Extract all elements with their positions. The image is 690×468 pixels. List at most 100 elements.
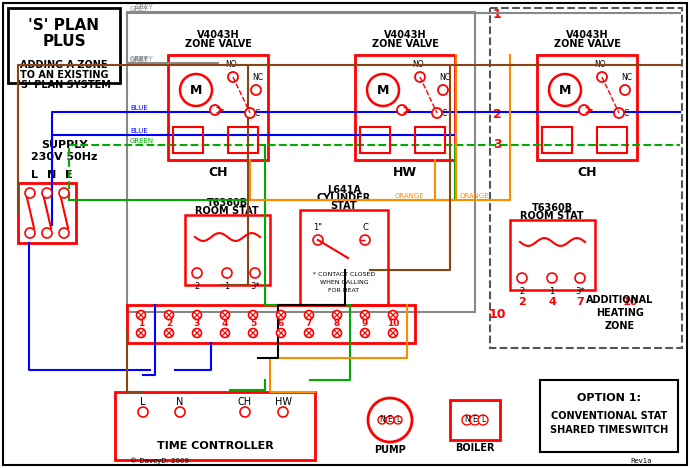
Text: NC: NC <box>253 73 264 82</box>
Bar <box>173 127 203 153</box>
Text: E: E <box>65 170 73 180</box>
Text: 1: 1 <box>138 320 144 329</box>
Text: 4: 4 <box>221 320 228 329</box>
Text: 2: 2 <box>520 287 524 296</box>
Text: 3*: 3* <box>250 282 260 291</box>
Circle shape <box>378 416 386 424</box>
Text: N: N <box>464 416 470 424</box>
Text: 3*: 3* <box>575 287 585 296</box>
Circle shape <box>388 310 397 320</box>
Text: 1": 1" <box>313 223 322 232</box>
Text: 1: 1 <box>224 282 230 291</box>
Text: PLUS: PLUS <box>42 35 86 50</box>
Circle shape <box>394 416 402 424</box>
Circle shape <box>137 310 146 320</box>
Text: FOR HEAT: FOR HEAT <box>328 288 359 293</box>
Circle shape <box>462 415 472 425</box>
Text: L: L <box>140 397 146 407</box>
Text: 5: 5 <box>250 320 256 329</box>
Circle shape <box>614 108 624 118</box>
Text: 2: 2 <box>493 109 502 122</box>
Circle shape <box>478 415 488 425</box>
Circle shape <box>368 398 412 442</box>
Text: T6360B: T6360B <box>531 203 573 213</box>
Text: NO: NO <box>412 60 424 69</box>
Bar <box>185 215 270 285</box>
Circle shape <box>470 415 480 425</box>
Circle shape <box>228 72 238 82</box>
Text: CH: CH <box>238 397 252 407</box>
Circle shape <box>251 85 261 95</box>
Circle shape <box>210 105 220 115</box>
Text: C: C <box>362 223 368 232</box>
Text: 230V 50Hz: 230V 50Hz <box>31 152 97 162</box>
Circle shape <box>579 105 589 115</box>
Text: 3: 3 <box>194 320 200 329</box>
Text: 6: 6 <box>278 320 284 329</box>
Circle shape <box>240 407 250 417</box>
Circle shape <box>415 72 425 82</box>
Text: V4043H: V4043H <box>566 30 609 40</box>
Text: 'S' PLAN SYSTEM: 'S' PLAN SYSTEM <box>17 80 110 90</box>
Text: V4043H: V4043H <box>384 30 426 40</box>
Circle shape <box>138 407 148 417</box>
Bar <box>597 127 627 153</box>
Text: CYLINDER: CYLINDER <box>317 193 371 203</box>
Bar <box>127 305 415 343</box>
Circle shape <box>245 108 255 118</box>
Text: TO AN EXISTING: TO AN EXISTING <box>20 70 108 80</box>
Circle shape <box>597 72 607 82</box>
Circle shape <box>250 268 260 278</box>
Circle shape <box>164 310 173 320</box>
Text: STAT: STAT <box>331 201 357 211</box>
Text: GREY: GREY <box>130 6 149 12</box>
Text: 10: 10 <box>489 308 506 322</box>
Circle shape <box>360 235 370 245</box>
Circle shape <box>180 74 212 106</box>
Text: GREY: GREY <box>135 56 154 62</box>
Circle shape <box>360 329 370 337</box>
Circle shape <box>175 407 185 417</box>
Circle shape <box>304 329 313 337</box>
Bar <box>510 220 595 290</box>
Circle shape <box>620 85 630 95</box>
Bar <box>360 127 390 153</box>
Text: L: L <box>481 416 485 424</box>
Circle shape <box>432 108 442 118</box>
Text: N: N <box>48 170 57 180</box>
Circle shape <box>549 74 581 106</box>
Circle shape <box>248 310 257 320</box>
Bar <box>540 380 678 452</box>
Text: ADDING A ZONE: ADDING A ZONE <box>20 60 108 70</box>
Text: BLUE: BLUE <box>130 128 148 134</box>
Text: * CONTACT CLOSED: * CONTACT CLOSED <box>313 272 375 278</box>
Text: SHARED TIMESWITCH: SHARED TIMESWITCH <box>550 425 668 435</box>
Text: ZONE VALVE: ZONE VALVE <box>184 39 251 49</box>
Text: 10: 10 <box>387 320 400 329</box>
Circle shape <box>42 188 52 198</box>
Text: C: C <box>442 110 446 118</box>
Text: BLUE: BLUE <box>130 105 148 111</box>
Bar <box>300 210 388 305</box>
Bar <box>542 127 572 153</box>
Text: © DaveyD. 2009: © DaveyD. 2009 <box>130 458 189 464</box>
Circle shape <box>25 188 35 198</box>
Text: E: E <box>388 416 393 424</box>
Text: OPTION 1:: OPTION 1: <box>577 393 641 403</box>
Text: GREY: GREY <box>135 4 154 10</box>
Bar <box>490 8 682 348</box>
Circle shape <box>193 310 201 320</box>
Circle shape <box>193 329 201 337</box>
Text: 2: 2 <box>195 282 199 291</box>
Text: ROOM STAT: ROOM STAT <box>520 211 584 221</box>
Text: NC: NC <box>622 73 633 82</box>
Circle shape <box>397 105 407 115</box>
Circle shape <box>313 235 323 245</box>
Bar <box>537 55 637 160</box>
Text: C: C <box>255 110 259 118</box>
Bar <box>355 55 455 160</box>
Text: PUMP: PUMP <box>374 445 406 455</box>
Circle shape <box>386 416 394 424</box>
Circle shape <box>137 329 146 337</box>
Circle shape <box>192 268 202 278</box>
